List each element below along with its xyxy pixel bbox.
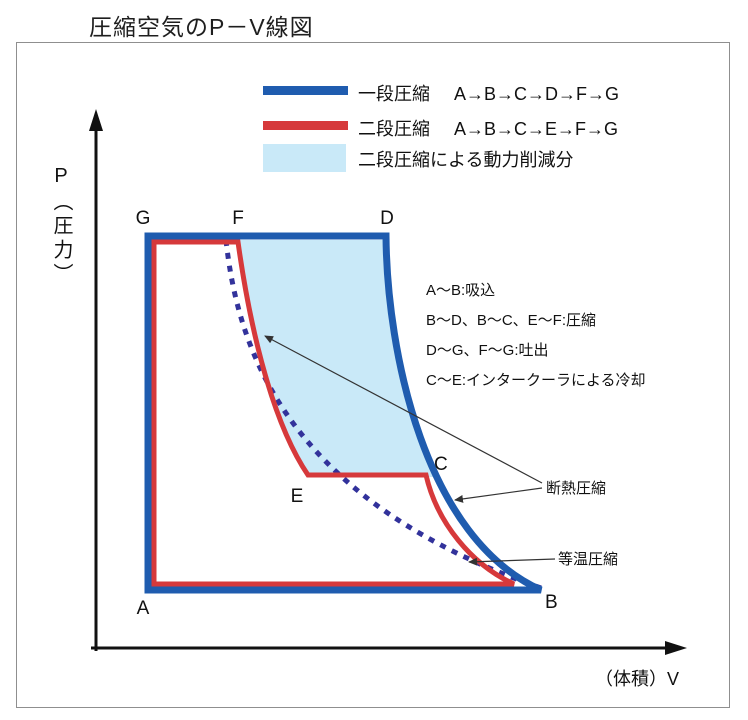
legend-label-two-stage: 二段圧縮	[358, 119, 430, 139]
y-axis-label: P（圧力）	[50, 165, 72, 287]
x-axis-arrowhead-icon	[665, 641, 687, 655]
annotation-line-intercooler: C～E:インタークーラによる冷却	[426, 372, 646, 389]
diagram-frame: 一段圧縮 A→B→C→D→F→G 二段圧縮 A→B→C→E→F→G 二段圧縮によ…	[16, 42, 730, 708]
point-label-e: E	[291, 486, 304, 507]
point-label-a: A	[137, 598, 150, 619]
page-title: 圧縮空気のP－V線図	[88, 8, 317, 46]
point-label-f: F	[232, 208, 244, 229]
legend-swatch-single-stage	[263, 86, 348, 95]
isothermal-label: 等温圧縮	[558, 550, 618, 568]
pv-diagram-svg: 一段圧縮 A→B→C→D→F→G 二段圧縮 A→B→C→E→F→G 二段圧縮によ…	[89, 84, 687, 689]
pointer-line-isothermal	[468, 557, 556, 566]
annotation-line-compression: B～D、B～C、E～F:圧縮	[426, 312, 596, 329]
y-axis-arrowhead-icon	[89, 109, 103, 131]
point-label-d: D	[380, 208, 394, 229]
legend-sequence-single-stage: A→B→C→D→F→G	[454, 84, 619, 104]
legend-swatch-savings	[263, 144, 346, 172]
pointer-line-adiabatic-blue	[454, 487, 543, 503]
pointer-line-adiabatic-red	[264, 335, 543, 484]
legend-swatch-two-stage	[263, 121, 348, 130]
point-label-g: G	[136, 208, 151, 229]
legend-label-single-stage: 一段圧縮	[358, 84, 430, 104]
point-label-b: B	[545, 592, 558, 613]
isothermal-curve	[223, 239, 542, 591]
legend-sequence-two-stage: A→B→C→E→F→G	[454, 119, 618, 139]
savings-region	[238, 240, 437, 477]
point-label-c: C	[434, 454, 448, 475]
adiabatic-label: 断熱圧縮	[546, 480, 606, 497]
annotation-line-discharge: D～G、F～G:吐出	[426, 342, 549, 359]
legend-label-savings: 二段圧縮による動力削減分	[358, 150, 573, 170]
annotation-line-suction: A～B:吸込	[426, 282, 495, 299]
process-annotations: A～B:吸込 B～D、B～C、E～F:圧縮 D～G、F～G:吐出 C～E:インタ…	[426, 282, 646, 389]
single-stage-path	[144, 232, 543, 594]
x-axis-label: （体積）V	[595, 669, 679, 689]
